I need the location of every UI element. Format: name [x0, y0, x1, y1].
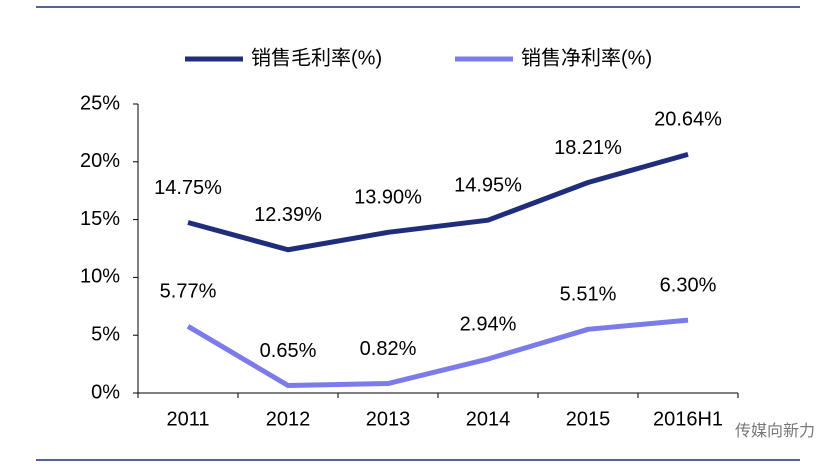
x-tick-label: 2014 — [466, 408, 511, 430]
y-tick-label: 15% — [80, 208, 120, 230]
legend-label: 销售净利率(%) — [521, 46, 652, 69]
data-label: 0.65% — [260, 340, 317, 362]
x-tick-label: 2013 — [366, 408, 411, 430]
x-tick-label: 2011 — [166, 408, 209, 430]
data-label: 13.90% — [354, 187, 422, 209]
data-label: 6.30% — [660, 274, 717, 296]
watermark: 传媒向新力 — [735, 422, 815, 440]
series-line — [187, 151, 689, 253]
data-label: 14.95% — [454, 174, 522, 196]
series-line — [186, 317, 689, 388]
data-label: 5.77% — [160, 281, 217, 303]
x-tick-label: 2015 — [566, 408, 611, 430]
y-tick-label: 5% — [91, 323, 120, 345]
x-tick-label: 2012 — [266, 408, 311, 430]
y-tick-label: 0% — [91, 381, 120, 403]
data-label: 2.94% — [460, 313, 517, 335]
data-label: 5.51% — [560, 284, 617, 306]
data-label: 0.82% — [360, 338, 417, 360]
y-tick-label: 10% — [80, 266, 120, 288]
data-label: 14.75% — [154, 177, 222, 199]
x-tick-label: 2016H1 — [653, 408, 723, 430]
y-tick-label: 25% — [80, 92, 120, 114]
data-label: 18.21% — [554, 137, 622, 159]
data-label: 20.64% — [654, 109, 722, 131]
data-label: 12.39% — [254, 204, 322, 226]
legend-label: 销售毛利率(%) — [251, 46, 382, 69]
y-tick-label: 20% — [80, 150, 120, 172]
